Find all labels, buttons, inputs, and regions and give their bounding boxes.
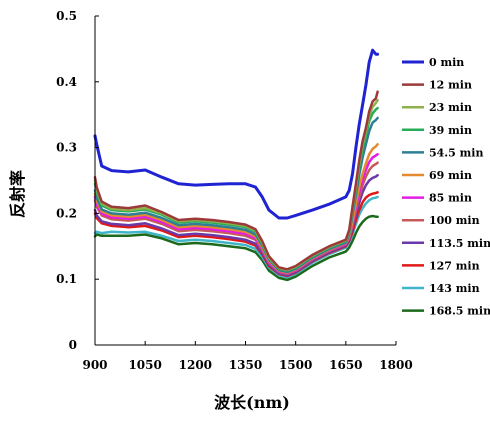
legend: 0 min 12 min 23 min 39 min 54.5 min 69 min 85 … — [402, 56, 490, 318]
y-tick-label: 0.4 — [56, 75, 77, 89]
series-line-113-5-min — [93, 173, 379, 277]
series-line-168-5-min — [93, 214, 379, 282]
x-tick-label: 1800 — [379, 358, 412, 372]
legend-label: 39 min — [429, 124, 472, 137]
x-tick-label: 900 — [82, 358, 107, 372]
y-tick-label: 0.1 — [56, 272, 77, 286]
x-axis-title: 波长(nm) — [214, 393, 290, 412]
legend-label: 23 min — [429, 101, 472, 114]
legend-label: 143 min — [429, 282, 480, 295]
y-tick-label: 0.5 — [56, 9, 77, 23]
plot-area — [93, 48, 380, 282]
legend-label: 69 min — [429, 169, 472, 182]
legend-label: 100 min — [429, 214, 480, 227]
series-line-12-min — [93, 90, 379, 271]
tick-labels: 0 0.1 0.2 0.3 0.4 0.5 900 1050 1200 1350 1500 1650 1… — [56, 9, 413, 372]
axes — [94, 15, 397, 346]
y-tick-label: 0.3 — [56, 141, 77, 155]
x-tick-label: 1650 — [329, 358, 362, 372]
legend-label: 0 min — [429, 56, 464, 69]
x-tick-label: 1350 — [229, 358, 262, 372]
legend-label: 168.5 min — [429, 305, 490, 318]
y-axis-title: 反射率 — [8, 170, 27, 218]
y-tick-label: 0 — [69, 338, 77, 352]
series-line-0-min — [93, 48, 380, 220]
x-tick-label: 1200 — [179, 358, 212, 372]
legend-label: 12 min — [429, 79, 472, 92]
y-tick-label: 0.2 — [56, 206, 77, 220]
legend-label: 127 min — [429, 259, 480, 272]
series-line-54-5-min — [93, 116, 379, 274]
x-tick-label: 1050 — [128, 358, 161, 372]
series-line-143-min — [93, 195, 379, 279]
legend-label: 54.5 min — [429, 146, 483, 159]
legend-label: 113.5 min — [429, 237, 490, 250]
legend-label: 85 min — [429, 192, 472, 205]
x-tick-label: 1500 — [279, 358, 312, 372]
